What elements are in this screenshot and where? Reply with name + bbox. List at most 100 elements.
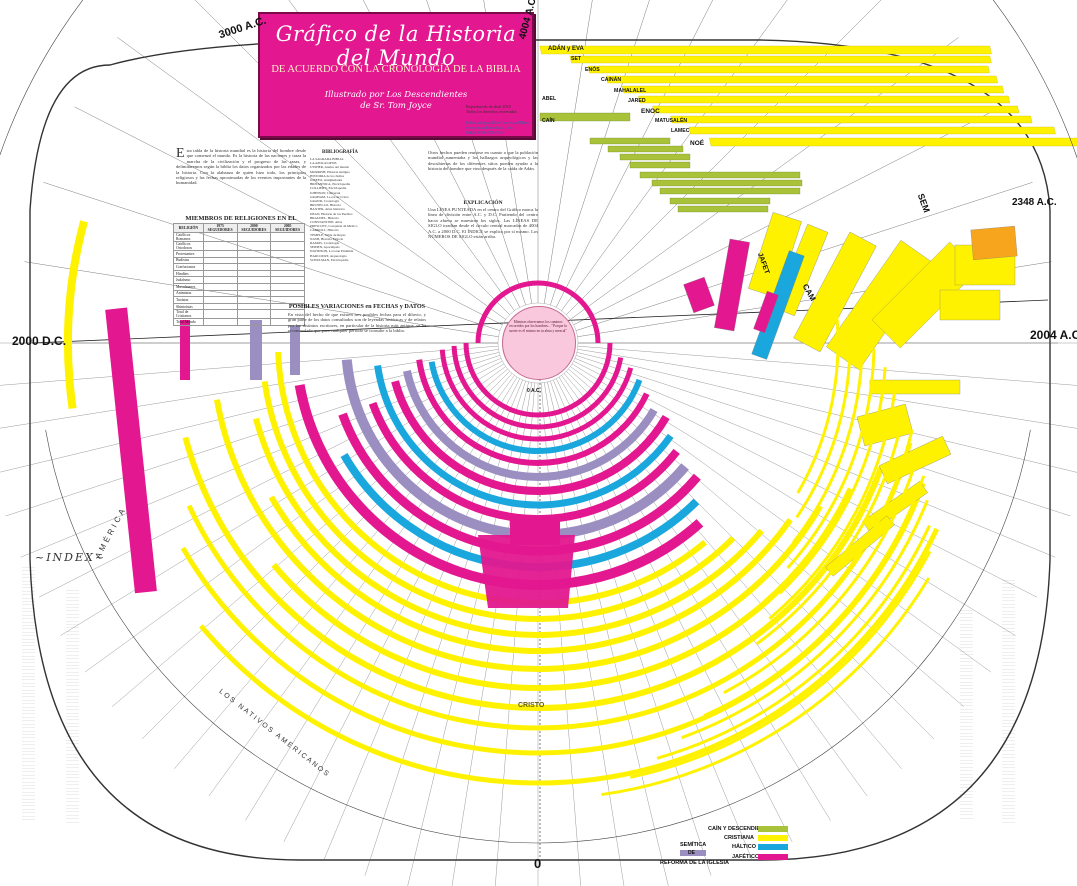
table-cell xyxy=(236,263,272,271)
europe-band-1 xyxy=(180,320,190,380)
patriarch-lifespan-bar xyxy=(622,85,1004,94)
cain-lineage-bar xyxy=(589,137,671,145)
century-line xyxy=(451,382,532,886)
right-strand xyxy=(796,301,840,494)
century-line xyxy=(561,375,868,797)
right-strand xyxy=(755,407,906,646)
table-cell xyxy=(202,256,238,265)
century-line xyxy=(283,378,520,843)
event-block xyxy=(714,238,750,332)
legend-swatch-haltico xyxy=(758,844,788,850)
chart-subtitle: DE ACUERDO CON LA CRONOLOGÍA DE LA BIBLI… xyxy=(271,64,521,75)
table-cell xyxy=(270,256,305,265)
table-cell xyxy=(236,276,272,284)
century-line xyxy=(323,379,523,861)
century-line xyxy=(364,380,526,876)
table-row: Confucianos xyxy=(173,263,305,271)
table-cell xyxy=(270,289,305,298)
religion-table: RELIGIÓN 1975 SEGUIDORES 2000 SEGUIDORES 20… xyxy=(173,223,305,326)
decorations xyxy=(0,0,1077,844)
table-cell xyxy=(202,302,238,311)
top-arc-outline xyxy=(0,0,1077,159)
table-cell xyxy=(202,263,238,271)
patriarch-lifespan-bar xyxy=(652,105,1020,114)
table-cell: Budistas xyxy=(173,256,204,265)
cain-lineage-bar xyxy=(669,197,771,205)
table-cell xyxy=(270,276,305,284)
patriarch-lifespan-bar xyxy=(569,55,992,64)
century-line xyxy=(553,379,753,861)
cain-lineage-bar xyxy=(677,205,769,213)
table-header-cell: 2005 SEGUIDORES xyxy=(270,223,305,233)
center-fan-block xyxy=(478,535,575,608)
table-row: Católicos Ortodoxos xyxy=(173,241,305,251)
center-circle xyxy=(502,306,576,380)
bibliography-list: LA SAGRADA BIBLIA LA APOCALIPSIS USSHER, A… xyxy=(310,157,358,262)
cain-lineage-bar xyxy=(651,179,803,187)
cain-lineage-bar xyxy=(659,187,801,195)
century-line xyxy=(556,0,713,308)
table-header-cell: 2000 SEGUIDORES xyxy=(236,223,272,233)
date-label-2348bc: 2348 A.C. xyxy=(1012,197,1057,208)
event-block xyxy=(753,290,779,334)
table-cell xyxy=(202,250,238,258)
lineage-arc xyxy=(439,349,634,442)
right-strand xyxy=(703,475,926,718)
century-line xyxy=(38,361,503,598)
table-cell: Animistas xyxy=(173,289,204,298)
center-note: Mientras observamos los caminos recorrid… xyxy=(509,320,567,333)
chart-title: Gráfico de la Historia del Mundo xyxy=(275,22,517,70)
table-cell: Taoístas xyxy=(173,296,204,304)
cain-lineage-bar xyxy=(539,112,631,122)
century-line xyxy=(208,375,515,797)
publisher-note: Reproducido de abril 2018 Todos los derec… xyxy=(466,104,517,114)
patriarch-label-jared: JARED xyxy=(628,98,646,104)
right-strand xyxy=(786,348,876,569)
century-line xyxy=(0,349,499,429)
center-ring xyxy=(497,302,579,384)
century-line xyxy=(563,373,902,769)
table-cell xyxy=(202,318,238,326)
table-cell xyxy=(202,269,238,278)
lineage-arc xyxy=(275,351,708,606)
variations-title: POSIBLES VARIACIONES en FECHAS y DATOS xyxy=(288,303,426,310)
lineage-arcs xyxy=(180,280,940,786)
table-row: Católicos Romanos xyxy=(173,232,305,242)
legend-item-semitica: SEMÍTICA xyxy=(680,842,707,848)
lineage-arc xyxy=(428,361,643,454)
century-line xyxy=(60,363,504,636)
century-line xyxy=(544,0,593,304)
cain-lineage-bar xyxy=(607,145,684,153)
table-cell xyxy=(202,282,238,291)
patriarch-label-abel: ABEL xyxy=(542,96,557,102)
legend-group-de: DE xyxy=(688,850,695,856)
index-column-4: ········ ····· ········ ····· ········ ·… xyxy=(960,610,974,820)
index-column-3: ········ ····· ········ ····· ········ ·… xyxy=(1002,580,1016,825)
legend-swatch-cain xyxy=(758,826,788,832)
century-line xyxy=(577,345,1077,386)
lineage-arc xyxy=(391,380,670,495)
patriarch-label-enos: ENÓS xyxy=(585,67,600,73)
patriarch-label-cainan: CAINÁN xyxy=(601,77,622,83)
lineage-arc xyxy=(261,380,736,622)
right-strand xyxy=(723,451,921,694)
lineage-arc xyxy=(416,359,650,466)
right-event-blocks xyxy=(601,212,1018,797)
century-line xyxy=(570,37,959,320)
table-cell: Protestantes xyxy=(173,250,204,258)
right-strand xyxy=(778,367,887,595)
table-cell xyxy=(270,241,305,251)
century-line xyxy=(566,371,935,740)
table-row: Taoístas xyxy=(173,296,305,304)
table-cell xyxy=(270,318,305,326)
publisher-contact: Publicado por Bible Charts and Maps www.v… xyxy=(466,120,529,135)
legend-item-cristiana: CRISTIANA xyxy=(724,835,754,841)
right-strand xyxy=(681,499,929,740)
left-america-band xyxy=(64,220,300,594)
date-label-2004bc: 2004 A.C. xyxy=(1030,328,1077,342)
century-line xyxy=(20,358,502,558)
table-cell xyxy=(202,276,238,284)
table-row: Animistas xyxy=(173,289,305,298)
